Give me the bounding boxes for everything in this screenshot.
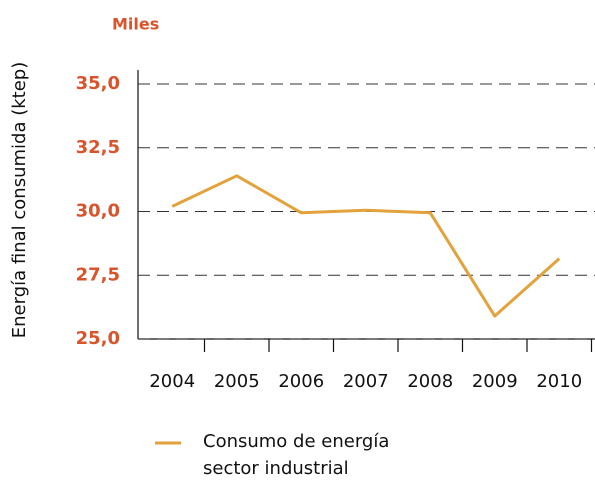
x-tick-label: 2005 <box>214 371 260 392</box>
y-axis-label: Energía final consumida (ktep) <box>9 62 30 338</box>
x-tick-label: 2010 <box>536 371 582 392</box>
data-line <box>171 174 561 318</box>
x-tick-label: 2006 <box>278 371 324 392</box>
y-tick-label: 30,0 <box>76 201 120 222</box>
x-tick-label: 2009 <box>472 371 518 392</box>
y-tick-label: 25,0 <box>76 328 120 349</box>
x-tick-label: 2004 <box>149 371 195 392</box>
x-tick-label: 2007 <box>343 371 389 392</box>
x-tick-label: 2008 <box>407 371 453 392</box>
legend-label: Consumo de energía sector industrial <box>203 431 390 479</box>
y-tick-label: 27,5 <box>76 264 120 285</box>
y-tick-label: 35,0 <box>76 73 120 94</box>
y-tick-label: 32,5 <box>76 137 120 158</box>
unit-label: Miles <box>112 15 159 34</box>
